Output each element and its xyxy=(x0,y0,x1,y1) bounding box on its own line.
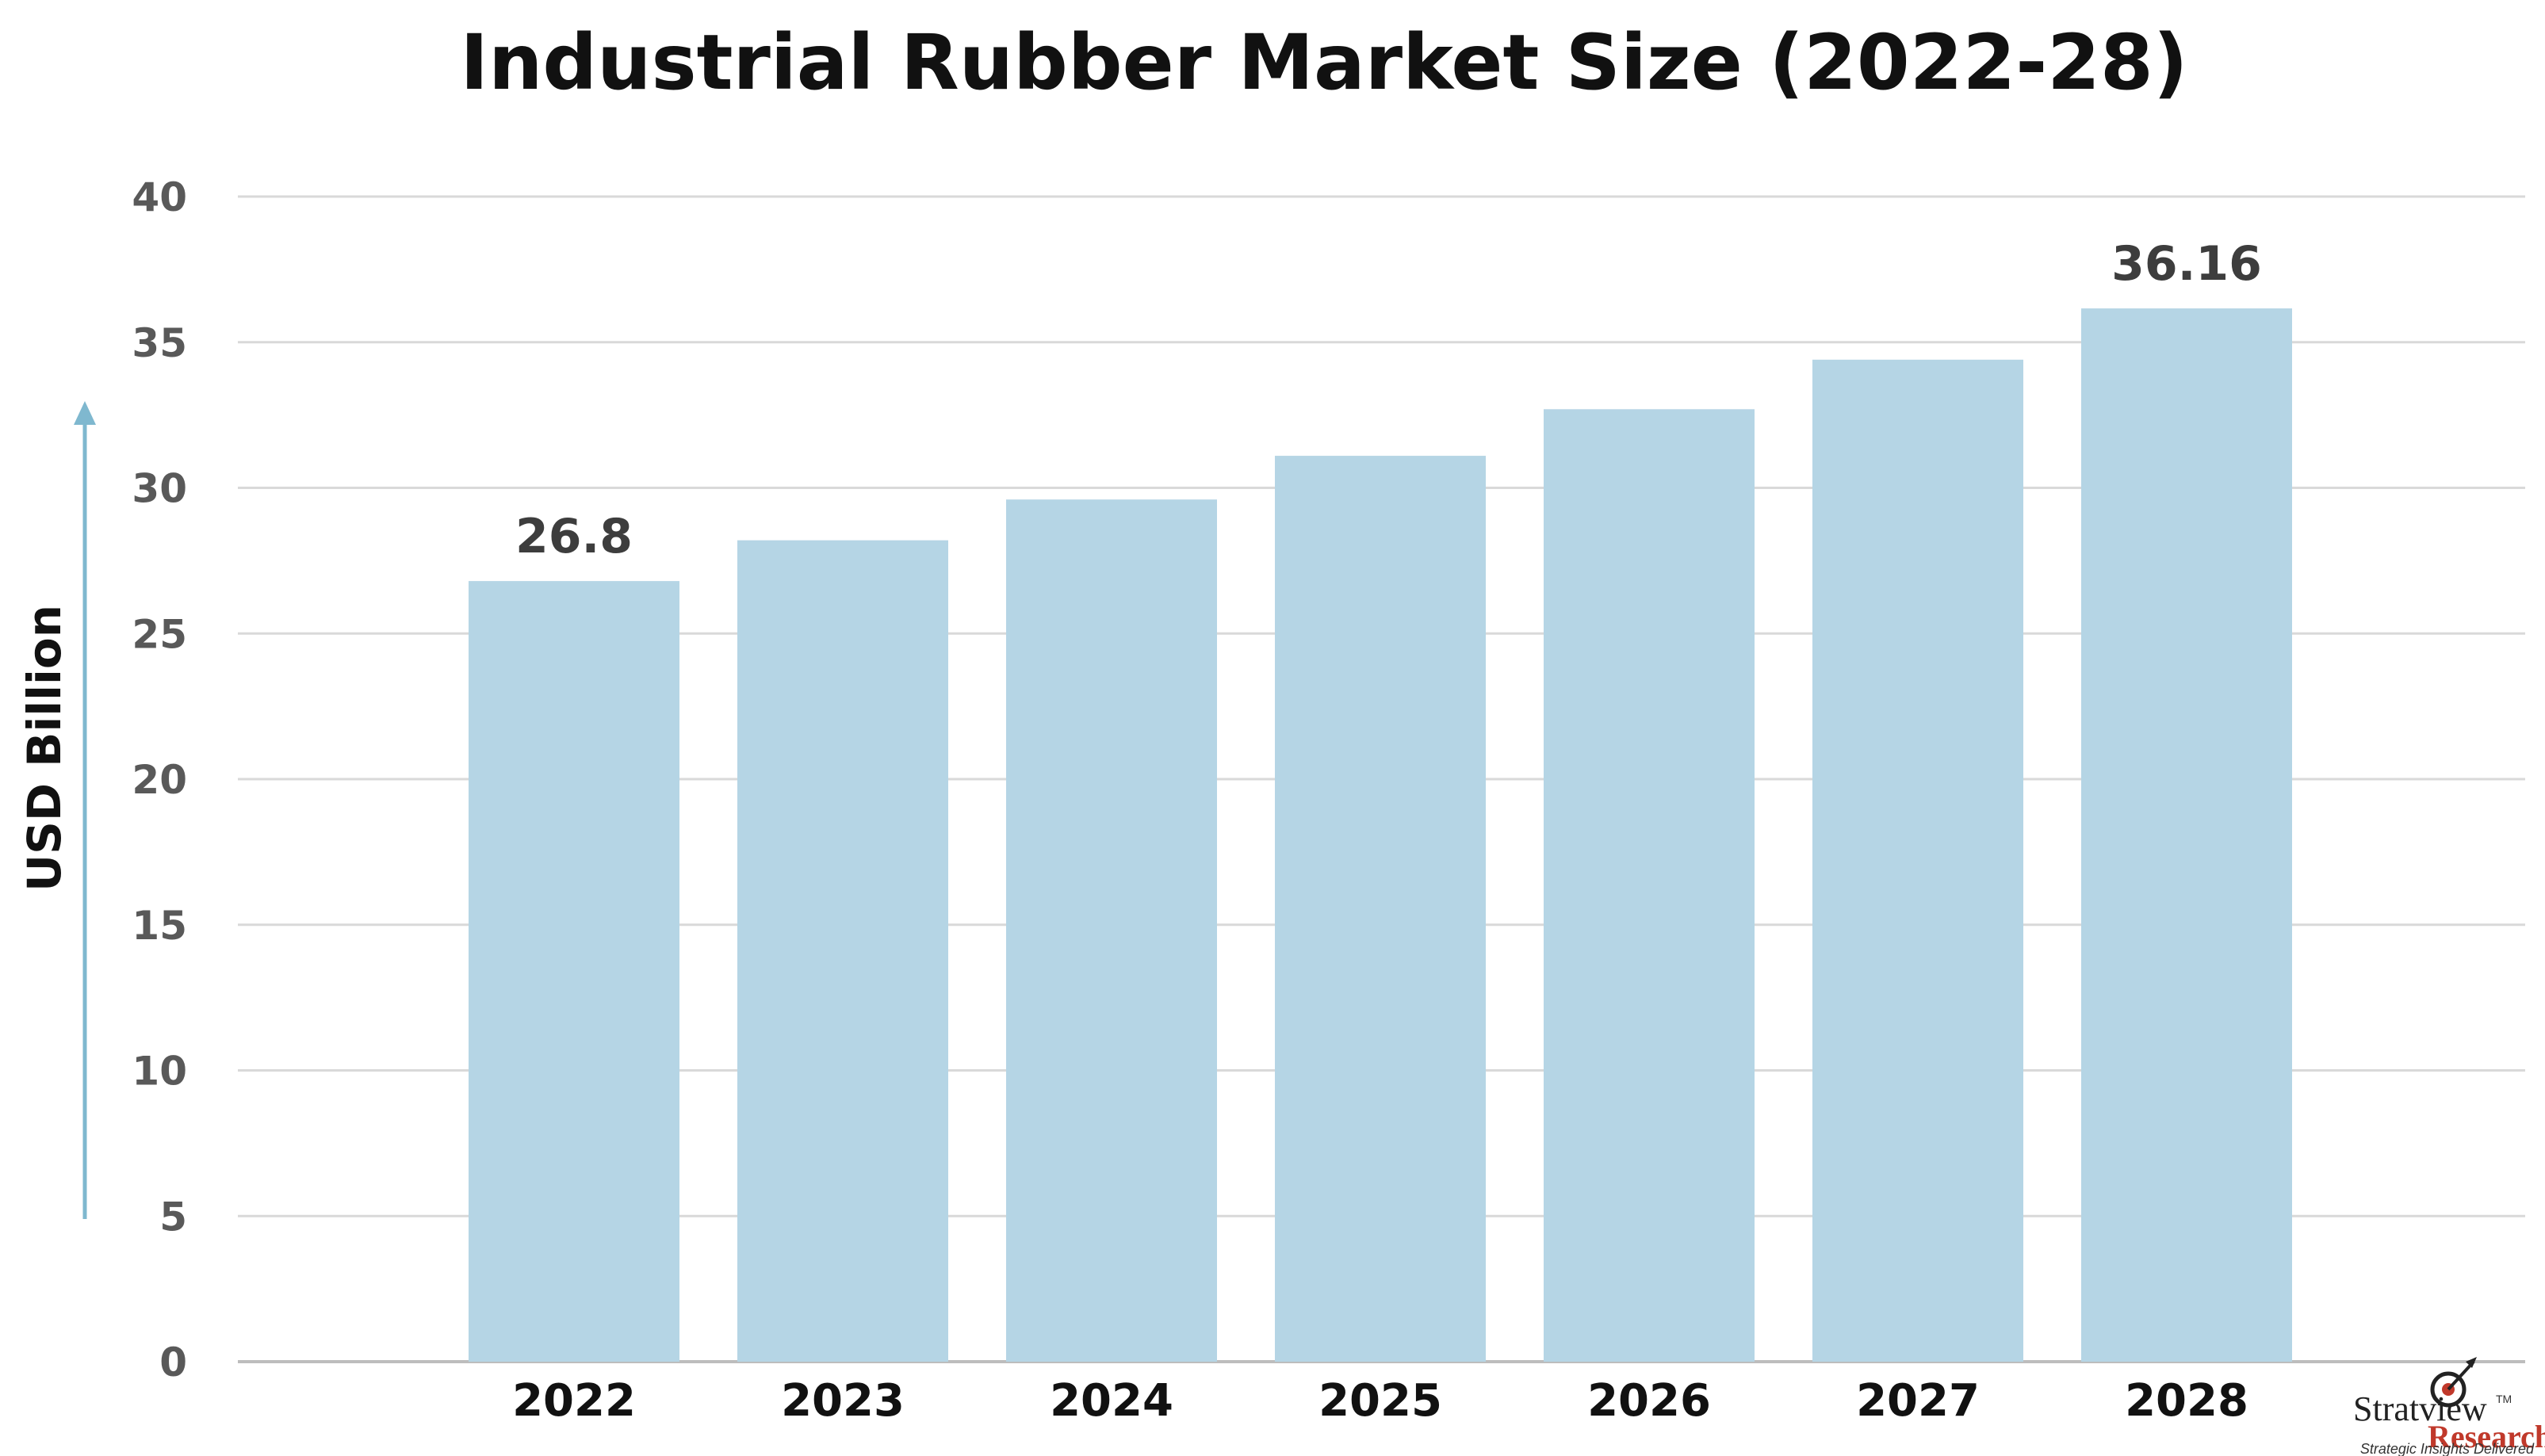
y-tick-label: 30 xyxy=(132,466,187,512)
stratview-logo: Stratview TM Research Strategic Insights… xyxy=(2353,1357,2545,1456)
bar-2027 xyxy=(1812,359,2023,1362)
y-tick-label: 40 xyxy=(132,174,187,220)
y-tick-label: 10 xyxy=(132,1049,187,1095)
x-tick-label: 2028 xyxy=(2125,1375,2248,1427)
logo-name: Stratview xyxy=(2353,1389,2487,1428)
y-tick-label: 0 xyxy=(159,1339,187,1385)
bar-2026 xyxy=(1544,409,1755,1362)
logo-tagline: Strategic Insights Delivered xyxy=(2360,1441,2535,1456)
x-tick-label: 2027 xyxy=(1856,1375,1980,1427)
bar-2023 xyxy=(737,540,948,1362)
x-tick-label: 2024 xyxy=(1050,1375,1173,1427)
y-tick-label: 5 xyxy=(159,1194,187,1240)
y-axis-arrow xyxy=(74,401,96,1219)
data-labels: 26.8 36.16 xyxy=(515,236,2262,564)
target-icon xyxy=(2430,1357,2477,1408)
data-label: 36.16 xyxy=(2111,236,2262,292)
x-tick-label: 2023 xyxy=(781,1375,905,1427)
y-tick-label: 20 xyxy=(132,757,187,803)
x-tick-labels: 2022 2023 2024 2025 2026 2027 2028 xyxy=(512,1375,2248,1427)
y-tick-label: 25 xyxy=(132,611,187,657)
data-label: 26.8 xyxy=(515,509,633,564)
y-tick-labels: 0 5 10 15 20 25 30 35 40 xyxy=(132,174,187,1385)
logo-sub: Research xyxy=(2428,1419,2545,1454)
x-tick-label: 2022 xyxy=(512,1375,636,1427)
bar-2022 xyxy=(469,581,679,1362)
y-axis-label: USD Billion xyxy=(17,605,71,892)
x-tick-label: 2025 xyxy=(1318,1375,1442,1427)
x-tick-label: 2026 xyxy=(1587,1375,1711,1427)
bar-2025 xyxy=(1275,456,1486,1362)
chart-title: Industrial Rubber Market Size (2022-28) xyxy=(460,18,2187,107)
y-axis-arrow-head xyxy=(74,401,96,425)
bar-2028 xyxy=(2081,308,2292,1362)
logo-tm: TM xyxy=(2496,1393,2512,1405)
bars xyxy=(469,308,2292,1362)
y-tick-label: 35 xyxy=(132,320,187,366)
bar-2024 xyxy=(1006,499,1217,1362)
y-tick-label: 15 xyxy=(132,903,187,949)
